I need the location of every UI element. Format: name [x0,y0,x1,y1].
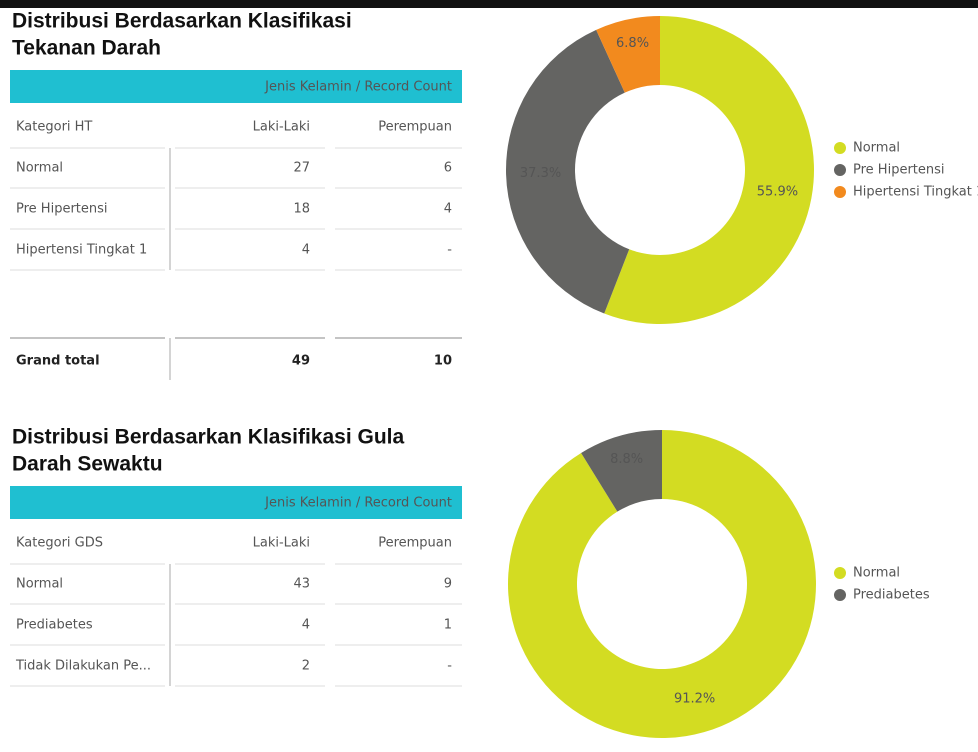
table-cell: 4 [444,202,452,217]
legend-label: Normal [853,566,900,581]
table-cell: 18 [293,202,310,217]
slice-label: 6.8% [616,36,649,51]
column-header: Laki-Laki [253,536,310,551]
table-cell: - [447,659,452,674]
table-cell: Prediabetes [16,618,93,633]
table-cell: Hipertensi Tingkat 1 [16,243,147,258]
legend-label: Pre Hipertensi [853,163,945,178]
group-header: Jenis Kelamin / Record Count [264,80,452,95]
table-cell: Tidak Dilakukan Pe... [15,659,151,674]
table-cell: 6 [444,161,452,176]
table-cell: Normal [16,161,63,176]
slice-label: 37.3% [520,166,561,181]
slice-label: 91.2% [674,691,715,706]
pie-slice [506,29,630,314]
table-cell: 1 [444,618,452,633]
legend-label: Prediabetes [853,588,930,603]
panel [0,8,978,752]
table-cell: 43 [293,577,310,592]
legend-label: Hipertensi Tingkat 1 [853,185,978,200]
section-title: Distribusi Berdasarkan Klasifikasi Gula [12,426,404,449]
total-cell: 49 [292,354,310,369]
legend-swatch [834,164,846,176]
column-header: Laki-Laki [253,120,310,135]
table-cell: Normal [16,577,63,592]
section-title: Darah Sewaktu [12,453,163,476]
section-title: Tekanan Darah [12,37,161,60]
table-cell: 2 [302,659,310,674]
legend-swatch [834,142,846,154]
pie-slice [581,430,662,512]
table-cell: 4 [302,243,310,258]
column-header: Perempuan [378,120,452,135]
total-cell: Grand total [16,354,100,369]
column-header: Kategori GDS [16,536,103,551]
pie-slice [507,430,816,738]
table-cell: Pre Hipertensi [16,202,108,217]
legend-swatch [834,589,846,601]
table-cell: 9 [444,577,452,592]
total-cell: 10 [434,354,452,369]
table-cell: 27 [293,161,310,176]
slice-label: 8.8% [610,452,643,467]
legend-swatch [834,186,846,198]
section-title: Distribusi Berdasarkan Klasifikasi [12,10,352,33]
table-cell: 4 [302,618,310,633]
pie-slice [604,16,814,325]
legend-swatch [834,567,846,579]
column-header: Kategori HT [16,120,92,135]
table-header-bar [10,486,462,519]
table-header-bar [10,70,462,103]
pie-slice [596,16,660,93]
group-header: Jenis Kelamin / Record Count [264,496,452,511]
table-cell: - [447,243,452,258]
column-header: Perempuan [378,536,452,551]
legend-label: Normal [853,141,900,156]
slice-label: 55.9% [757,185,798,200]
